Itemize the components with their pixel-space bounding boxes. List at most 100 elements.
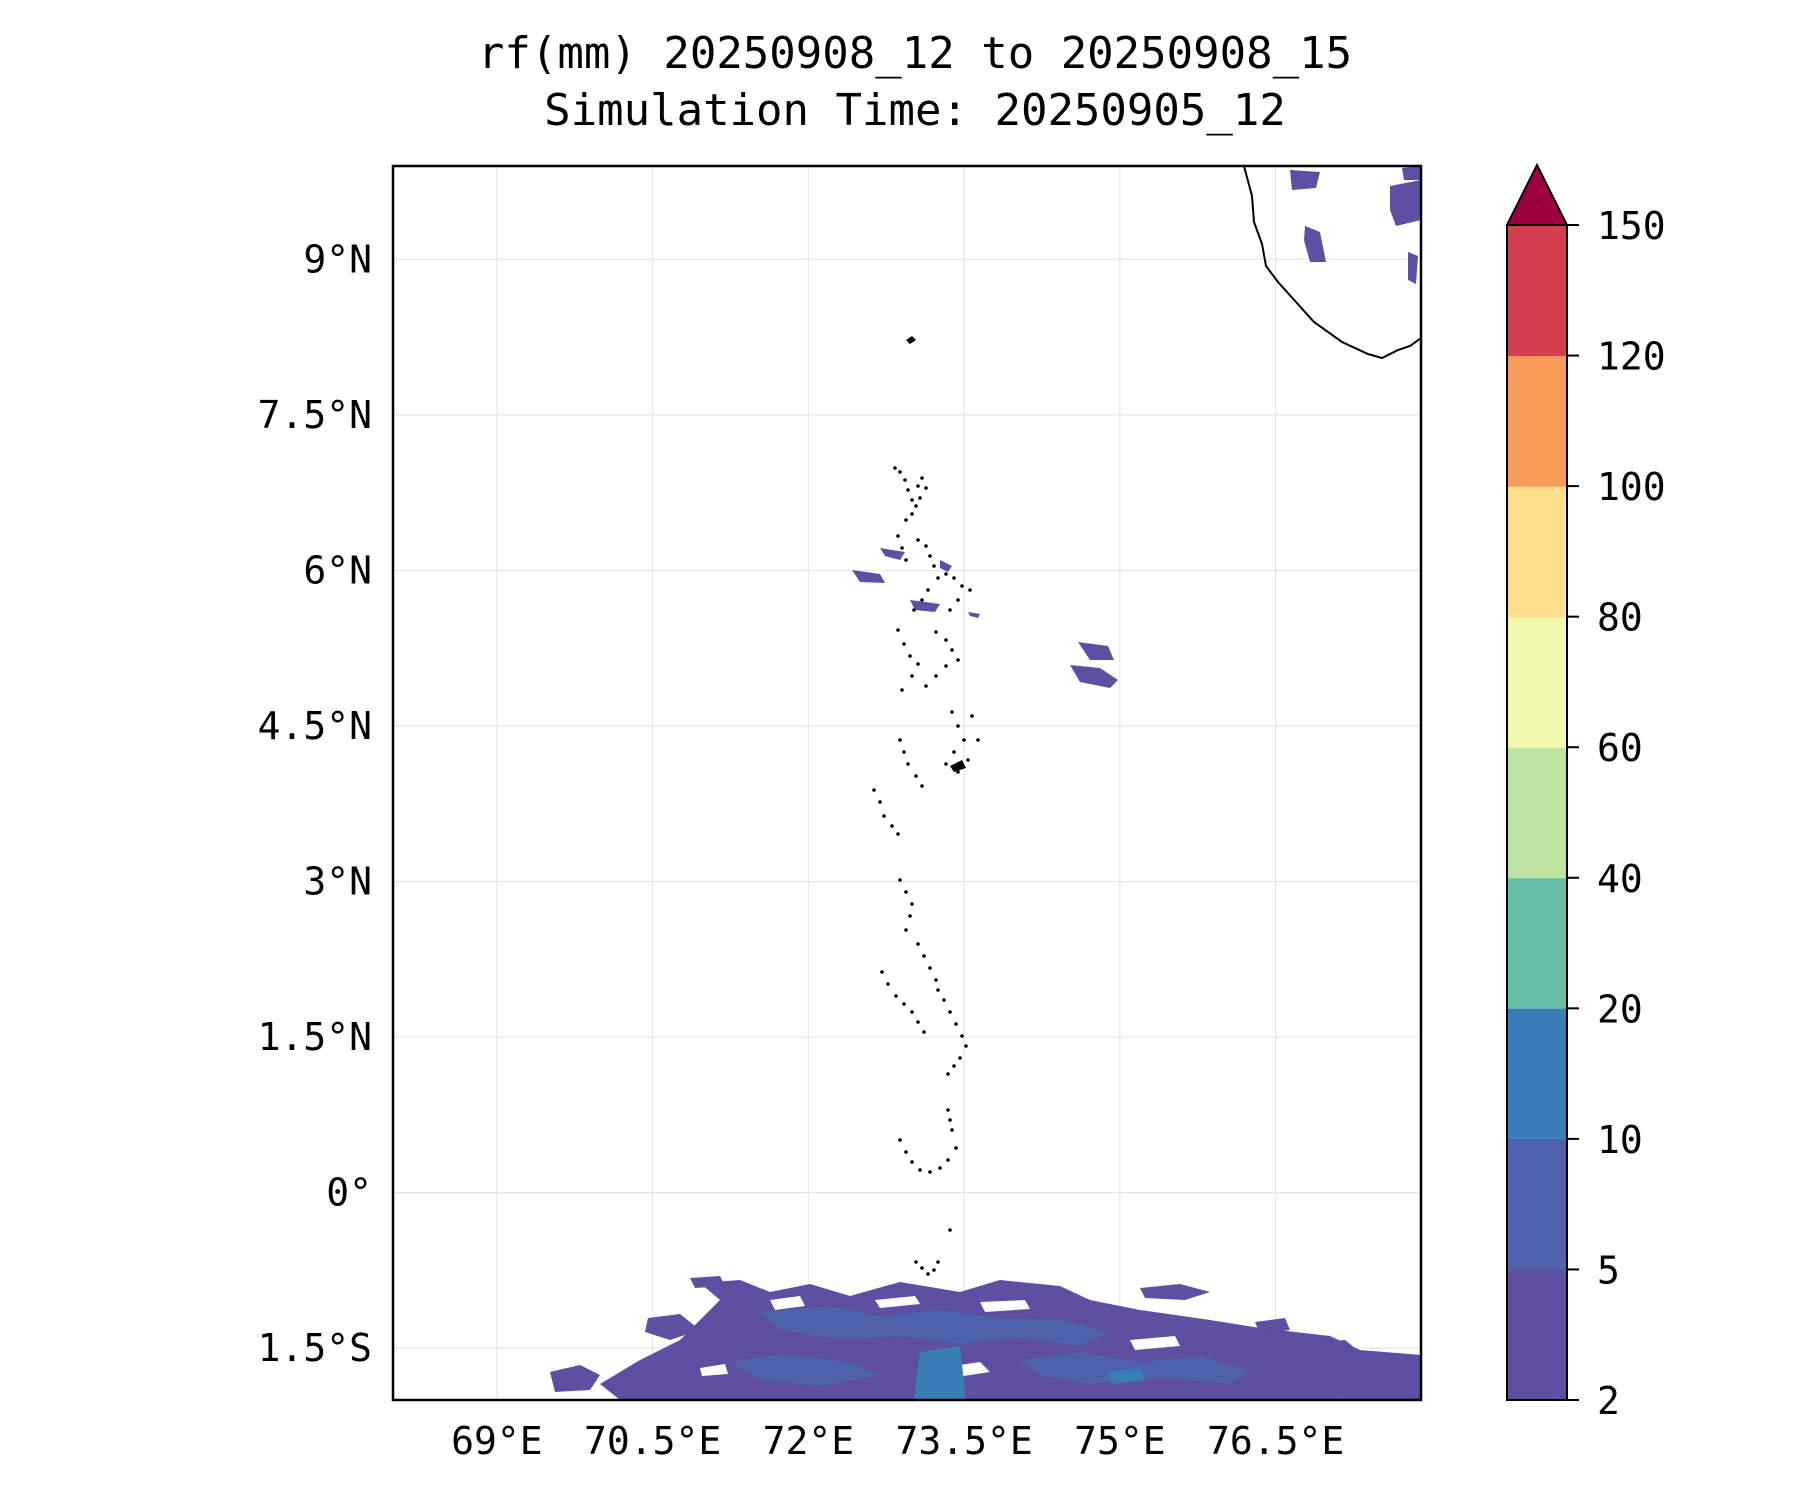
maldives-atolls [872, 336, 980, 1276]
atoll-male [950, 760, 966, 772]
atoll-dot [976, 738, 980, 742]
atoll-dot [918, 1168, 922, 1172]
atoll-dot [910, 1010, 914, 1014]
rain-core-10-20 [914, 1346, 966, 1400]
colorbar-segment [1507, 877, 1567, 1009]
atoll-dot [916, 1020, 920, 1024]
colorbar-segment [1507, 1269, 1567, 1401]
atoll-dot [880, 970, 884, 974]
atoll-dot [898, 738, 902, 742]
atoll-dot [970, 714, 974, 718]
chart-title-line1: rf(mm) 20250908_12 to 20250908_15 [478, 28, 1352, 79]
atoll-dot [928, 966, 932, 970]
colorbar-segment [1507, 616, 1567, 748]
india-coastline [1243, 166, 1421, 360]
atoll-dot [920, 476, 924, 480]
atoll-dot [916, 942, 920, 946]
x-tick-label: 73.5°E [895, 1419, 1032, 1463]
atoll-dot [910, 498, 914, 502]
atoll-dot [914, 1260, 918, 1264]
atoll-dot [956, 658, 960, 662]
rain-layer [550, 166, 1421, 1400]
atoll-dot [902, 750, 906, 754]
y-tick-label: 6°N [303, 548, 372, 592]
atoll-dot [932, 1268, 936, 1272]
atoll-dot [908, 654, 912, 658]
atoll-dot [920, 598, 924, 602]
atoll-dot [906, 762, 910, 766]
colorbar-segment [1507, 747, 1567, 879]
colorbar-tick-label: 150 [1597, 204, 1666, 248]
atoll-dot [898, 470, 902, 474]
atoll-dot [954, 1022, 958, 1026]
atoll-dot [898, 878, 902, 882]
atoll-dot [942, 998, 946, 1002]
y-tick-label: 7.5°N [258, 393, 372, 437]
colorbar-frame [1506, 224, 1568, 1401]
atoll-dot [920, 784, 924, 788]
atoll-dot [946, 1072, 950, 1076]
atoll-dot [936, 988, 940, 992]
atoll-dot [934, 674, 938, 678]
colorbar: 2 5 10 20 40 60 80 100 120 150 [1505, 162, 1666, 1423]
atoll-dot [914, 774, 918, 778]
atoll-dot [956, 770, 960, 774]
atoll-dot [948, 1010, 952, 1014]
colorbar-segment [1507, 1138, 1567, 1270]
atoll-dot [938, 1166, 942, 1170]
y-tick-label: 1.5°S [258, 1326, 372, 1370]
atoll-dot [896, 628, 900, 632]
atoll-dot [903, 478, 907, 482]
atoll-dot [948, 1228, 952, 1232]
colorbar-tick-label: 5 [1597, 1248, 1620, 1292]
atoll-dot [918, 496, 922, 500]
atoll-dot [950, 1128, 954, 1132]
y-tick-labels: 9°N 7.5°N 6°N 4.5°N 3°N 1.5°N 0° 1.5°S [258, 237, 372, 1370]
atoll-dot [944, 638, 948, 642]
atoll-dot [924, 544, 928, 548]
atoll-dot [882, 814, 886, 818]
atoll-dot [946, 1108, 950, 1112]
atoll-dot [896, 832, 900, 836]
atoll-dot [872, 788, 876, 792]
atoll-dot [904, 518, 908, 522]
atoll-dot [890, 824, 894, 828]
atoll-dot [920, 1266, 924, 1270]
atoll-dot [898, 1138, 902, 1142]
atoll-dot [886, 982, 890, 986]
atoll-dot [924, 684, 928, 688]
atoll-dot [910, 902, 914, 906]
chart-title-line2: Simulation Time: 20250905_12 [544, 85, 1286, 136]
atoll-dot [928, 554, 932, 558]
atoll-dot [916, 662, 920, 666]
atoll-dot [950, 648, 954, 652]
atoll-dot [952, 1064, 956, 1068]
atoll-dot [902, 1002, 906, 1006]
atoll-dot [952, 750, 956, 754]
atoll-dot [954, 1146, 958, 1150]
map-background [393, 166, 1421, 1400]
atoll-dot [956, 724, 960, 728]
rain-band-south-light [730, 1306, 1250, 1386]
atoll-dot [944, 572, 948, 576]
colorbar-tick-label: 10 [1597, 1118, 1643, 1162]
atoll-dot [904, 928, 908, 932]
atoll-dot [944, 762, 948, 766]
x-tick-label: 70.5°E [584, 1419, 721, 1463]
atoll-dot [906, 488, 910, 492]
atoll-north [906, 336, 916, 344]
y-tick-label: 3°N [303, 860, 372, 904]
rain-core-10-20-east [1108, 1368, 1146, 1384]
x-tick-label: 72°E [763, 1419, 855, 1463]
map-frame [391, 164, 1423, 1402]
colorbar-segment [1507, 486, 1567, 618]
atoll-dot [904, 558, 908, 562]
colorbar-tick-label: 40 [1597, 857, 1643, 901]
atoll-dot [910, 674, 914, 678]
colorbar-tick-label: 2 [1597, 1379, 1620, 1423]
y-tick-label: 0° [326, 1171, 372, 1215]
x-tick-label: 76.5°E [1207, 1419, 1344, 1463]
colorbar-extend-arrow [1505, 162, 1569, 226]
colorbar-tick-label: 80 [1597, 596, 1643, 640]
atoll-dot [936, 576, 940, 580]
